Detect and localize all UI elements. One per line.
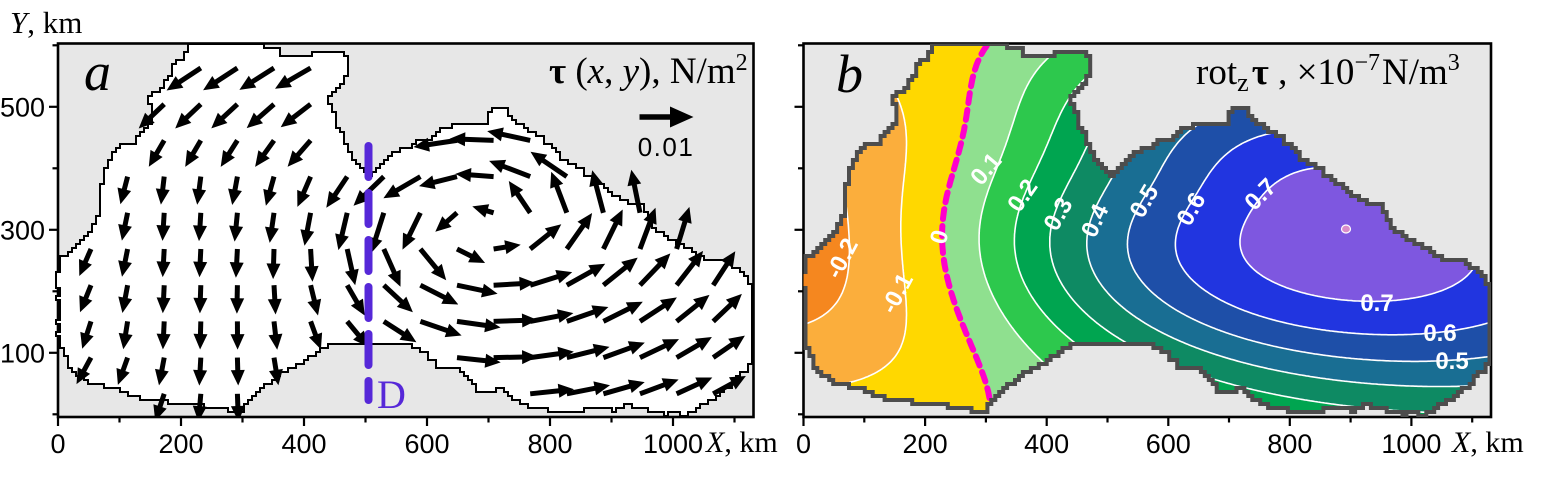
svg-text:1000: 1000: [643, 429, 703, 459]
svg-text:100: 100: [0, 338, 45, 368]
svg-text:0.6: 0.6: [1423, 320, 1456, 347]
svg-text:300: 300: [0, 215, 45, 245]
svg-text:400: 400: [281, 429, 326, 459]
svg-text:400: 400: [1024, 429, 1069, 459]
svg-text:rotz τ , ×10−7 N/m3: rotz τ , ×10−7 N/m3: [1196, 50, 1460, 97]
svg-text:800: 800: [1267, 429, 1312, 459]
svg-text:200: 200: [903, 429, 948, 459]
svg-text:Y, km: Y, km: [10, 5, 82, 40]
svg-text:600: 600: [1146, 429, 1191, 459]
svg-text:0.01: 0.01: [638, 132, 695, 162]
svg-text:X, km: X, km: [705, 426, 778, 459]
svg-text:600: 600: [404, 429, 449, 459]
svg-text:0.7: 0.7: [1360, 290, 1393, 317]
svg-text:b: b: [836, 44, 863, 104]
svg-text:200: 200: [158, 429, 203, 459]
svg-text:τ (x, y), N/m2: τ (x, y), N/m2: [549, 50, 748, 92]
svg-text:800: 800: [527, 429, 572, 459]
svg-text:1000: 1000: [1381, 429, 1441, 459]
svg-text:X, km: X, km: [1451, 426, 1524, 459]
svg-text:0: 0: [796, 429, 811, 459]
svg-text:500: 500: [0, 92, 45, 122]
svg-text:0: 0: [50, 429, 65, 459]
svg-text:D: D: [377, 372, 406, 417]
svg-text:a: a: [84, 42, 111, 102]
svg-text:0.5: 0.5: [1435, 348, 1468, 375]
